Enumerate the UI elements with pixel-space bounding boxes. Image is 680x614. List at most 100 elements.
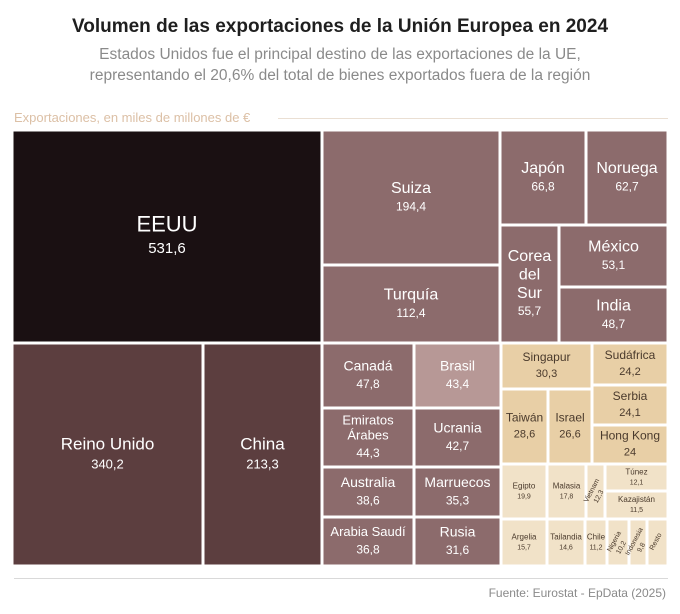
tile-name-israel: Israel xyxy=(555,411,584,425)
tile-rect-india xyxy=(559,287,668,343)
tile-rect-noruega xyxy=(586,130,668,225)
tile-name-taiwan: Taiwán xyxy=(506,411,543,425)
tile-brasil: Brasil 43,4 xyxy=(414,343,501,408)
tile-value-sudafrica: 24,2 xyxy=(619,366,640,378)
tile-tailandia: Tailandia 14,6 xyxy=(547,519,585,566)
tile-singapur: Singapur 30,3 xyxy=(501,343,592,389)
tile-name-mexico: México xyxy=(588,238,639,255)
tile-label-israel: Israel 26,6 xyxy=(555,411,584,441)
tile-ucrania: Ucrania 42,7 xyxy=(414,408,501,467)
chart-title: Volumen de las exportaciones de la Unión… xyxy=(71,16,609,37)
tile-marruecos: Marruecos 35,3 xyxy=(414,467,501,517)
tile-rect-argelia xyxy=(501,519,547,566)
tile-rect-chile xyxy=(585,519,607,566)
tile-name-chile: Chile xyxy=(587,532,606,541)
tile-name-marruecos: Marruecos xyxy=(424,474,490,490)
subtitle-line-2: representando el 20,6% del total de bien… xyxy=(89,67,591,84)
tile-rect-resto xyxy=(647,519,668,566)
tile-name-brasil: Brasil xyxy=(440,357,475,373)
tile-name-hong-kong: Hong Kong xyxy=(600,429,660,443)
tile-value-indonesia: 9,8 xyxy=(636,542,647,554)
tile-value-serbia: 24,1 xyxy=(619,407,640,419)
tile-value-india: 48,7 xyxy=(602,317,626,331)
tile-name-kazajistan: Kazajistán xyxy=(618,495,655,504)
tile-rect-marruecos xyxy=(414,467,501,517)
tile-india: India 48,7 xyxy=(559,287,668,343)
tile-name-canada: Canadá xyxy=(343,357,392,373)
tile-mexico: México 53,1 xyxy=(559,225,668,287)
tile-label-chile: Chile 11,2 xyxy=(587,532,606,551)
tile-sudafrica: Sudáfrica 24,2 xyxy=(592,343,668,385)
tile-value-noruega: 62,7 xyxy=(615,179,639,193)
tile-reino-unido: Reino Unido 340,2 xyxy=(12,343,203,566)
tile-name-corea-del-sur-1: del xyxy=(519,266,540,283)
tile-name-corea-del-sur-0: Corea xyxy=(508,248,552,265)
tile-emiratos-arabes: Emiratos Árabes 44,3 xyxy=(322,408,414,467)
tile-canada: Canadá 47,8 xyxy=(322,343,414,408)
tile-label-india: India 48,7 xyxy=(596,297,631,330)
tile-rect-china xyxy=(203,343,322,566)
tile-name-singapur: Singapur xyxy=(522,350,570,364)
tile-name-argelia: Argelia xyxy=(512,532,537,541)
tile-name-eeuu: EEUU xyxy=(136,211,197,236)
tile-name-australia: Australia xyxy=(341,474,396,490)
tile-label-serbia: Serbia 24,1 xyxy=(613,389,648,419)
tile-value-hong-kong: 24 xyxy=(624,447,636,459)
tile-rect-rusia xyxy=(414,517,501,566)
tile-name-emiratos-arabes-0: Emiratos xyxy=(342,413,394,428)
tile-value-australia: 38,6 xyxy=(356,493,380,507)
tile-label-arabia-saudi: Arabia Saudí 36,8 xyxy=(330,524,406,556)
tile-rect-japon xyxy=(500,130,586,225)
unit-label: Exportaciones, en miles de millones de € xyxy=(14,110,251,125)
tile-rect-serbia xyxy=(592,385,668,425)
tile-rect-reino-unido xyxy=(12,343,203,566)
tile-value-suiza: 194,4 xyxy=(396,199,426,213)
tile-name-noruega: Noruega xyxy=(596,160,657,177)
tile-label-singapur: Singapur 30,3 xyxy=(522,350,570,380)
tile-label-eeuu: EEUU 531,6 xyxy=(136,211,197,257)
tile-label-suiza: Suiza 194,4 xyxy=(391,180,431,213)
tile-rect-singapur xyxy=(501,343,592,389)
tile-label-rusia: Rusia 31,6 xyxy=(440,523,476,556)
tile-argelia: Argelia 15,7 xyxy=(501,519,547,566)
tile-value-canada: 47,8 xyxy=(356,377,380,391)
tile-suiza: Suiza 194,4 xyxy=(322,130,500,265)
tile-serbia: Serbia 24,1 xyxy=(592,385,668,425)
tile-name-rusia: Rusia xyxy=(440,523,476,539)
tile-rect-israel xyxy=(548,389,592,464)
tile-rect-brasil xyxy=(414,343,501,408)
tile-rect-hong-kong xyxy=(592,425,668,464)
tile-name-tailandia: Tailandia xyxy=(550,532,582,541)
tile-value-turquia: 112,4 xyxy=(396,306,425,320)
tile-egipto: Egipto 19,9 xyxy=(501,464,547,519)
tile-value-malasia: 17,8 xyxy=(560,494,574,501)
tile-rect-turquia xyxy=(322,265,500,343)
tile-label-emiratos-arabes: Emiratos Árabes 44,3 xyxy=(342,413,394,460)
tile-name-serbia: Serbia xyxy=(613,389,648,403)
tile-name-india: India xyxy=(596,297,631,314)
tile-value-japon: 66,8 xyxy=(531,179,555,193)
tile-tunez: Túnez 12,1 xyxy=(605,464,668,491)
tile-label-australia: Australia 38,6 xyxy=(341,474,396,507)
tile-value-emiratos-arabes: 44,3 xyxy=(356,446,380,460)
tile-corea-del-sur: Corea del Sur 55,7 xyxy=(500,225,559,343)
tile-value-eeuu: 531,6 xyxy=(148,240,186,257)
tile-value-corea-del-sur: 55,7 xyxy=(518,304,542,318)
tile-rusia: Rusia 31,6 xyxy=(414,517,501,566)
tile-name-turquia: Turquía xyxy=(384,286,439,303)
tile-label-malasia: Malasia 17,8 xyxy=(553,481,581,500)
tile-rect-arabia-saudi xyxy=(322,517,414,566)
tile-name-japon: Japón xyxy=(521,160,565,177)
tile-label-reino-unido: Reino Unido 340,2 xyxy=(61,434,155,471)
tile-value-kazajistan: 11,5 xyxy=(630,507,643,514)
tile-label-hong-kong: Hong Kong 24 xyxy=(600,429,660,459)
tile-rect-ucrania xyxy=(414,408,501,467)
tile-arabia-saudi: Arabia Saudí 36,8 xyxy=(322,517,414,566)
tile-name-corea-del-sur-2: Sur xyxy=(517,285,543,302)
tile-label-brasil: Brasil 43,4 xyxy=(440,357,475,390)
tile-eeuu: EEUU 531,6 xyxy=(12,130,322,343)
tile-rect-malasia xyxy=(547,464,586,519)
tile-rect-canada xyxy=(322,343,414,408)
source-divider xyxy=(14,578,668,579)
